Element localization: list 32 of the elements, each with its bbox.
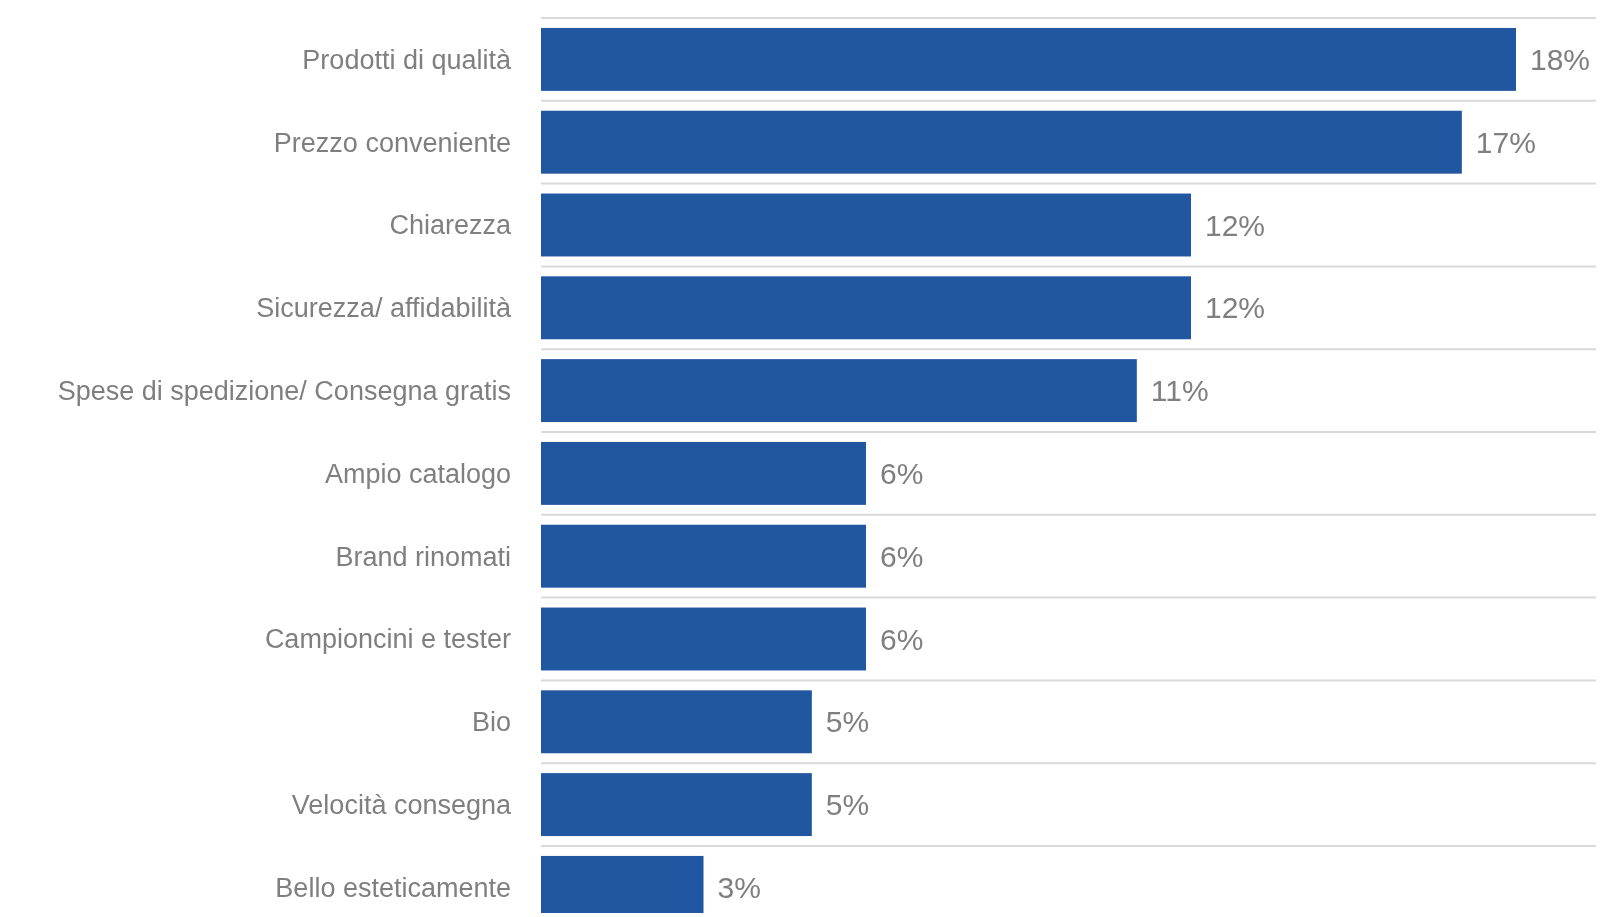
data-label: 3% <box>717 870 761 904</box>
y-tick-label: Chiarezza <box>389 210 512 241</box>
data-label: 6% <box>880 456 924 490</box>
bar <box>541 359 1137 423</box>
bar <box>541 27 1516 91</box>
y-tick-label: Spese di spedizione/ Consegna gratis <box>57 376 511 407</box>
bar <box>541 276 1191 340</box>
y-tick-label: Brand rinomati <box>335 541 511 572</box>
y-tick-label: Bio <box>471 707 511 738</box>
bar <box>541 773 812 837</box>
data-label: 6% <box>880 539 924 573</box>
y-tick-label: Campioncini e tester <box>264 624 511 655</box>
bar <box>541 524 866 588</box>
data-label: 18% <box>1530 42 1591 76</box>
bar <box>541 441 866 505</box>
bar <box>541 690 812 754</box>
data-label: 5% <box>825 788 870 822</box>
data-label: 12% <box>1205 291 1266 325</box>
y-tick-label: Prodotti di qualità <box>302 44 512 75</box>
y-tick-label: Velocità consegna <box>291 790 512 821</box>
y-tick-label: Sicurezza/ affidabilità <box>256 293 512 324</box>
data-label: 12% <box>1205 208 1266 242</box>
bar <box>541 607 866 671</box>
data-label: 6% <box>880 622 924 656</box>
y-tick-label: Prezzo conveniente <box>273 127 511 158</box>
bar <box>541 193 1191 257</box>
y-tick-label: Ampio catalogo <box>324 458 511 489</box>
data-label: 11% <box>1150 374 1209 408</box>
y-tick-label: Bello esteticamente <box>275 872 511 903</box>
bar <box>541 110 1462 174</box>
data-label: 17% <box>1475 125 1536 159</box>
data-label: 5% <box>825 705 870 739</box>
